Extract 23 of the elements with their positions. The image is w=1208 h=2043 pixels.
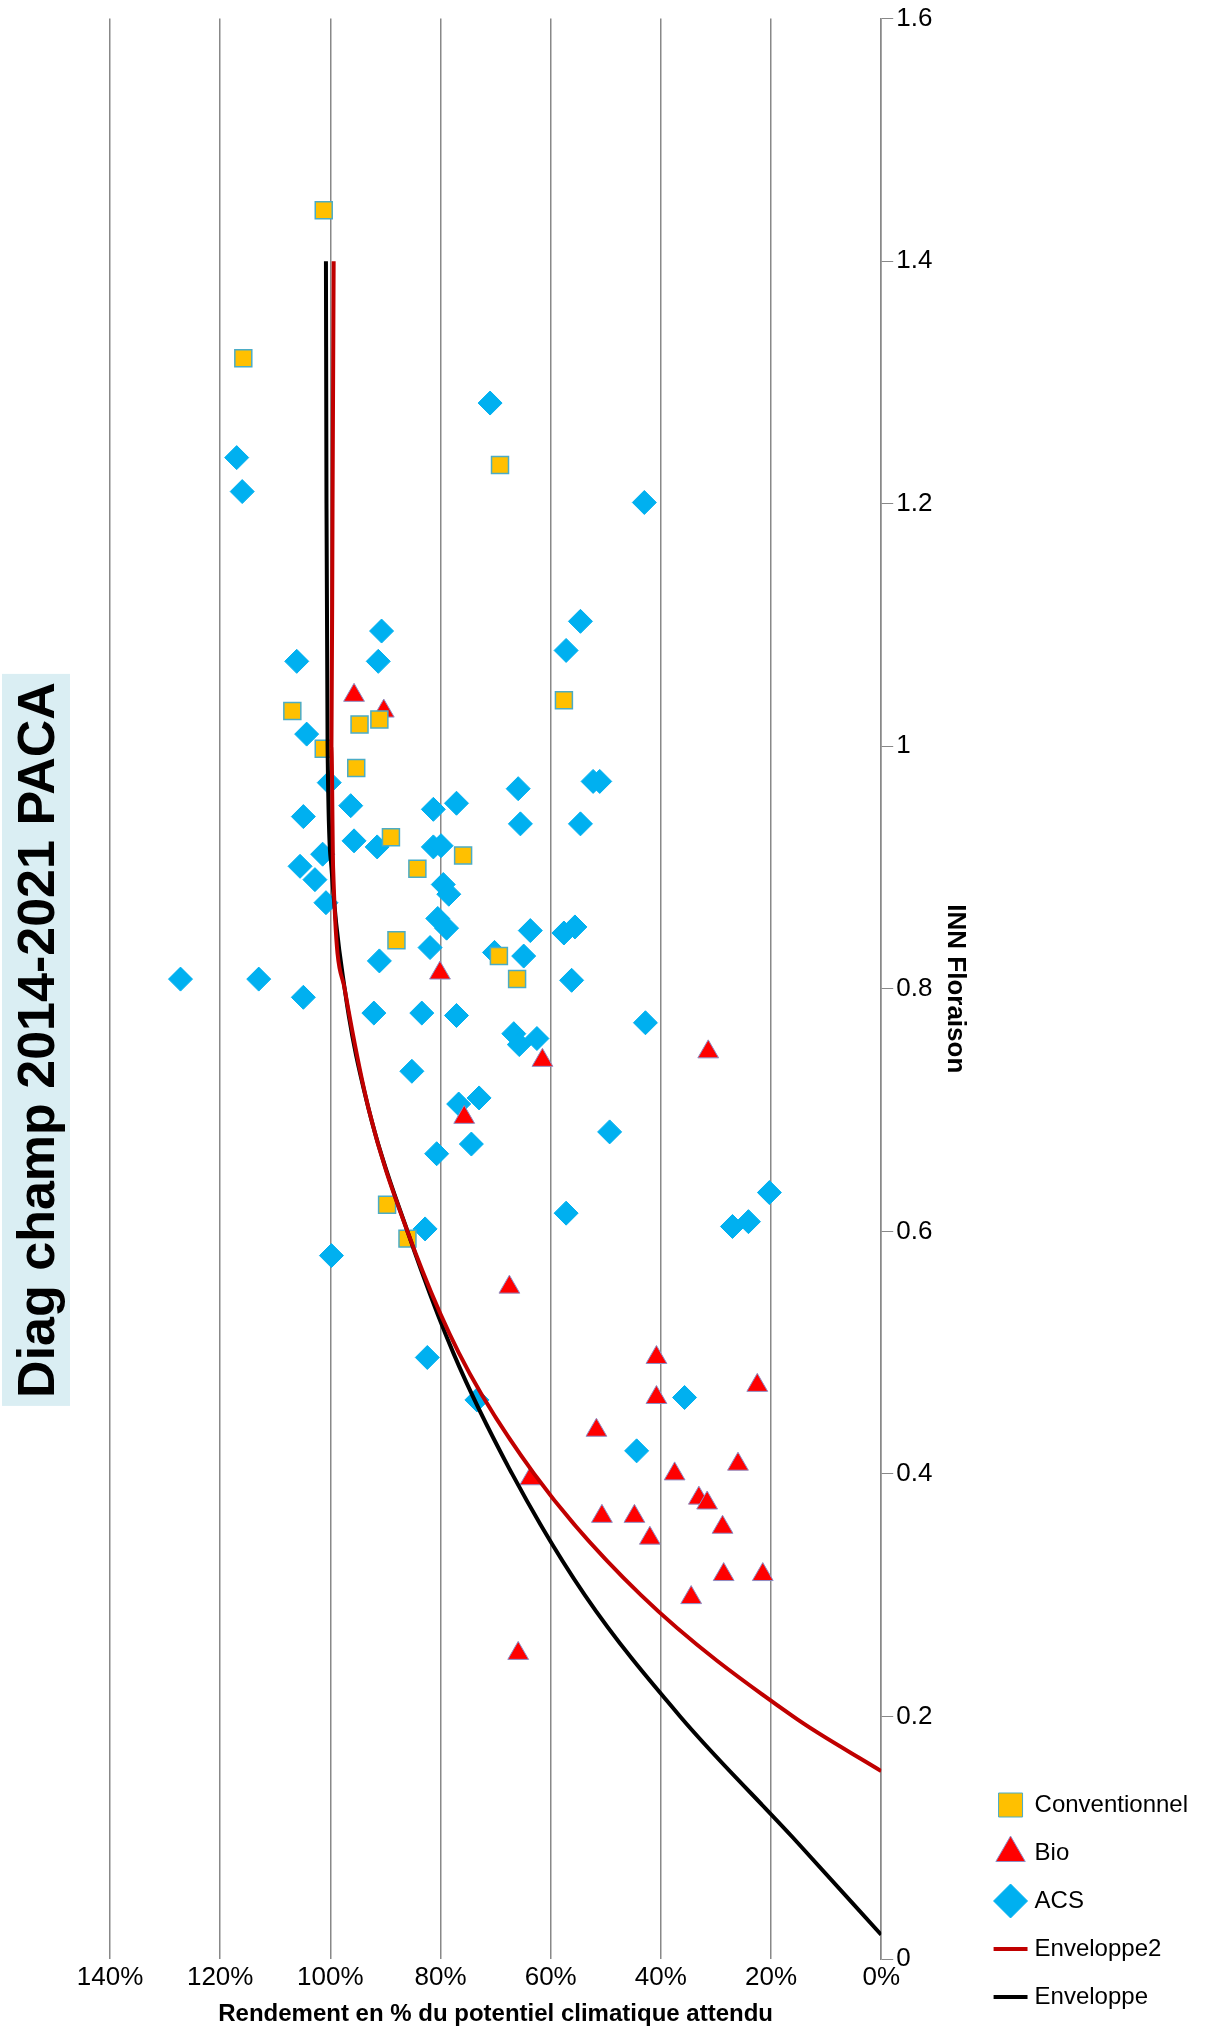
y-tick-label: 0.6 — [896, 1214, 933, 1245]
x-tick-label: 80% — [414, 1960, 467, 1991]
legend-label: Bio — [1034, 1837, 1070, 1865]
x-tick-label: 140% — [76, 1960, 144, 1991]
y-tick-label: 1.6 — [896, 1, 933, 32]
x-tick-label: 40% — [634, 1960, 687, 1991]
y-tick-label: 0.4 — [896, 1457, 933, 1488]
y-tick-label: 0.8 — [896, 971, 933, 1002]
y-tick-label: 1 — [896, 729, 911, 760]
y-tick-label: 0.2 — [896, 1699, 933, 1730]
legend-label: Enveloppe2 — [1034, 1933, 1162, 1961]
x-tick-label: 60% — [524, 1960, 577, 1991]
legend-label: Conventionnel — [1034, 1789, 1189, 1817]
legend-label: Enveloppe — [1034, 1981, 1148, 2009]
legend-label: ACS — [1034, 1885, 1084, 1913]
x-tick-label: 100% — [297, 1960, 364, 1991]
x-tick-label: 120% — [186, 1960, 254, 1991]
y-axis-title: INN Floraison — [941, 904, 972, 1074]
x-tick-label: 20% — [745, 1960, 798, 1991]
y-tick-label: 1.2 — [896, 486, 933, 517]
x-axis-title: Rendement en % du potentiel climatique attendu — [218, 1999, 773, 2027]
text: Diag champ 2014-2021 PACA — [2, 674, 70, 1406]
y-tick-label: 1.4 — [896, 244, 933, 275]
